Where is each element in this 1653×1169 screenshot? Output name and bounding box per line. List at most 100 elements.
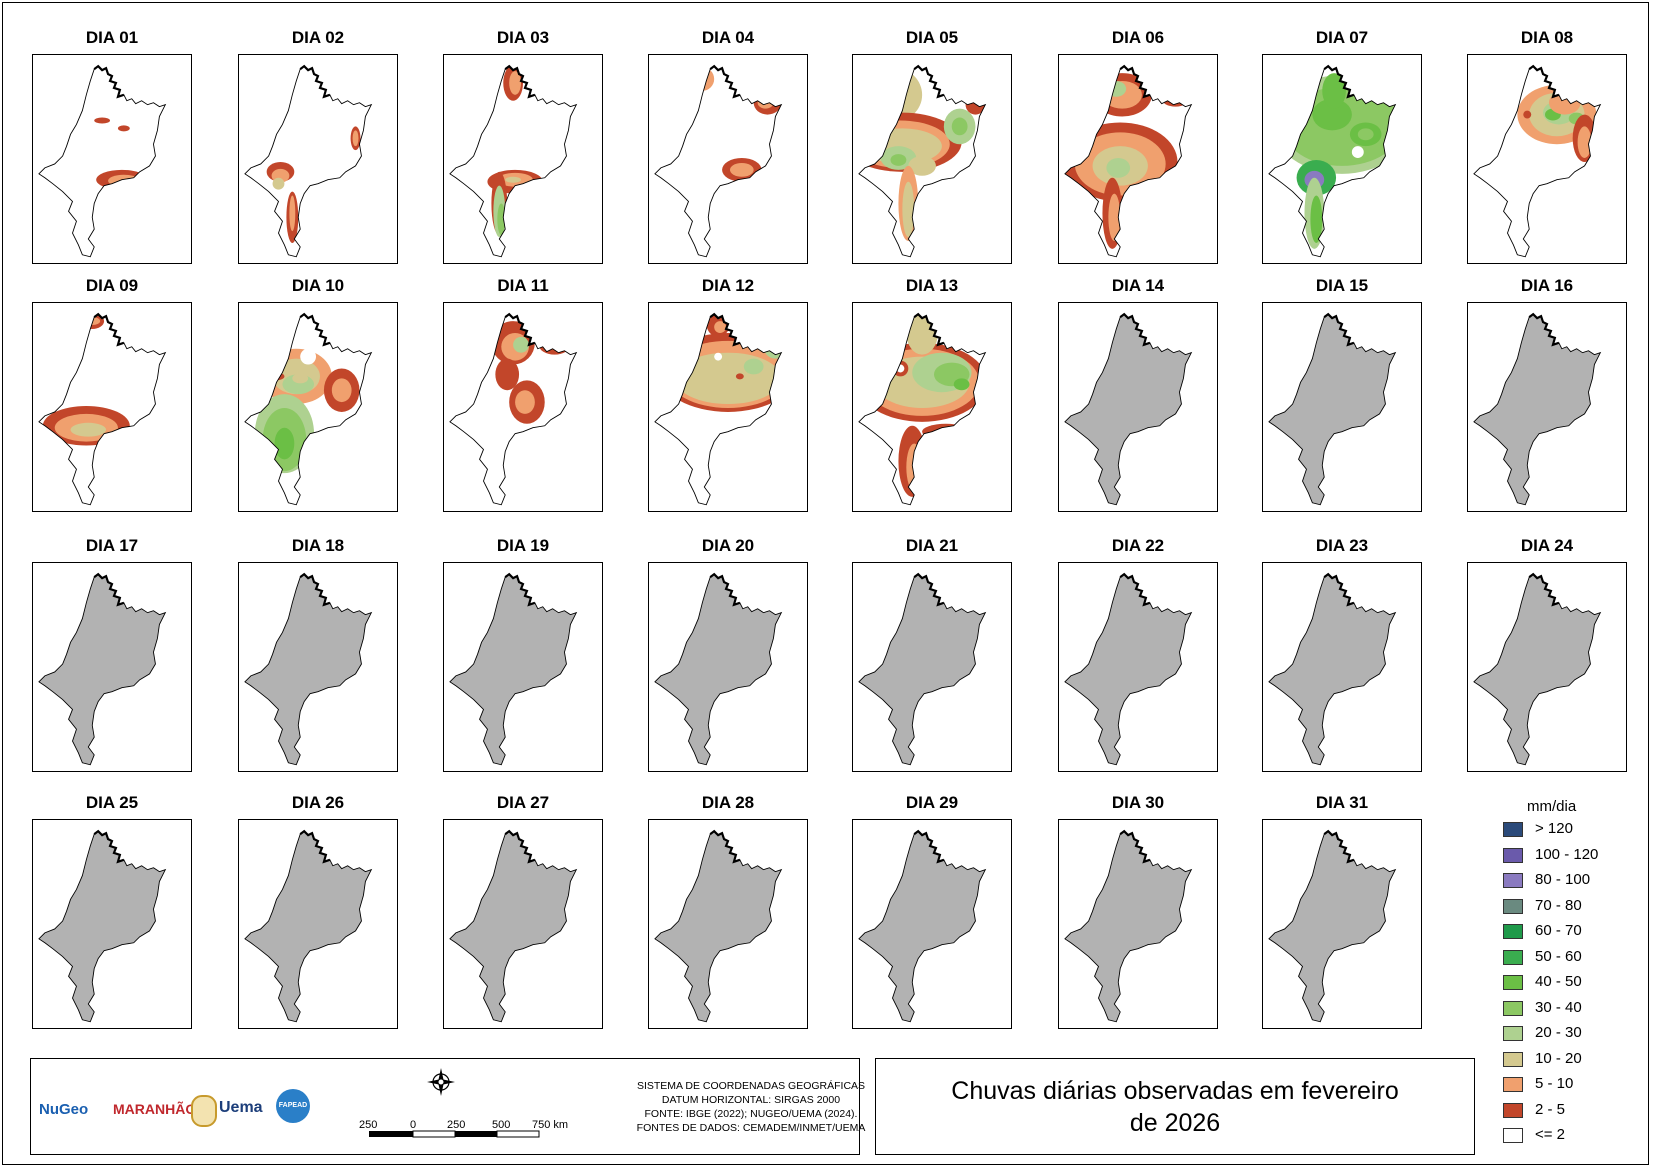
panel-title: DIA 25 [85, 793, 139, 812]
panel-title: DIA 09 [85, 276, 139, 295]
state-map [1473, 64, 1602, 258]
panel-title: DIA 12 [701, 276, 755, 295]
seal-logo [191, 1095, 217, 1127]
daily-rain-map [1058, 302, 1218, 512]
coastline [299, 312, 331, 347]
legend-label: 50 - 60 [1535, 947, 1582, 965]
panel-title: DIA 19 [496, 536, 550, 555]
legend-label: 80 - 100 [1535, 871, 1591, 888]
daily-rain-map [238, 302, 398, 512]
scale-label-1: 0 [410, 1119, 417, 1131]
panel-title: DIA 20 [701, 536, 755, 555]
rain-zone [1322, 73, 1346, 109]
state-map [38, 572, 167, 766]
daily-rain-map [852, 819, 1012, 1029]
state-map [244, 572, 373, 766]
crs-line: DATUM HORIZONTAL: SIRGAS 2000 [661, 1094, 841, 1106]
panel-title: DIA 30 [1111, 793, 1165, 812]
rain-zone [690, 67, 715, 91]
legend-label: 30 - 40 [1535, 998, 1582, 1016]
state-map [1064, 312, 1193, 506]
coastline [1323, 64, 1355, 99]
rain-zone [743, 358, 764, 375]
rain-zone [714, 352, 723, 361]
rain-zone [922, 423, 970, 440]
legend-swatch [1503, 1000, 1523, 1016]
state-map [1064, 64, 1193, 258]
rain-zone [1357, 128, 1374, 141]
daily-rain-map [238, 54, 398, 264]
coastline [913, 312, 945, 347]
rain-zone [331, 378, 352, 403]
state-map [654, 572, 783, 766]
rain-zone [714, 321, 727, 333]
legend-label: 40 - 50 [1535, 973, 1582, 990]
coastline [1323, 312, 1355, 347]
coastline [913, 572, 945, 607]
title-box: Chuvas diárias observadas em fevereiro d… [875, 1058, 1475, 1155]
state-map [1268, 64, 1397, 258]
coastline [709, 572, 741, 607]
rain-zone [951, 117, 968, 136]
state-map [449, 829, 578, 1023]
coastline [1528, 64, 1560, 99]
rain-zone [735, 373, 744, 380]
coastline [913, 829, 945, 864]
state-map [1268, 572, 1397, 766]
panel-title: DIA 29 [905, 793, 959, 812]
panel-title: DIA 05 [905, 28, 959, 47]
state-map [654, 829, 783, 1023]
legend-label: > 120 [1535, 820, 1573, 837]
state-area [858, 831, 986, 1022]
rain-zone [1106, 80, 1127, 97]
state-map [38, 64, 167, 258]
panel-title: DIA 28 [701, 793, 755, 812]
crs-line: FONTE: IBGE (2022); NUGEO/UEMA (2024). [644, 1108, 858, 1120]
coastline [504, 572, 536, 607]
legend-swatch [1503, 873, 1523, 888]
rain-zone [694, 68, 703, 79]
panel-title: DIA 17 [85, 536, 139, 555]
scale-bar [369, 1127, 540, 1138]
scale-label-4: 750 km [532, 1119, 569, 1131]
daily-rain-map [1262, 302, 1422, 512]
scale-label-0: 250 [359, 1119, 378, 1131]
state-area [244, 574, 372, 765]
state-map [858, 829, 987, 1023]
coastline [299, 829, 331, 864]
state-area [449, 574, 577, 765]
daily-rain-map [1262, 819, 1422, 1029]
daily-rain-map [648, 54, 808, 264]
legend-label: <= 2 [1535, 1126, 1566, 1143]
panel-title: DIA 08 [1520, 28, 1574, 47]
coastline [709, 829, 741, 864]
rain-zone [300, 348, 317, 365]
daily-rain-map [443, 302, 603, 512]
legend-swatch [1503, 847, 1523, 863]
crs-line: FONTES DE DADOS: CEMADEM/INMET/UEMA [636, 1122, 866, 1134]
state-map [38, 312, 167, 506]
state-map [244, 829, 373, 1023]
state-area [449, 66, 577, 257]
panel-title: DIA 27 [496, 793, 550, 812]
legend-swatch [1503, 1128, 1523, 1143]
state-area [244, 831, 372, 1022]
rain-zone [497, 203, 506, 236]
legend-swatch [1503, 949, 1523, 965]
state-map [1268, 312, 1397, 506]
map-title: Chuvas diárias observadas em fevereiro d… [951, 1076, 1399, 1137]
rain-zone [515, 390, 535, 414]
info-box: NuGeo MARANHÃO Uema FAPEAD 250 0 250 500… [30, 1058, 865, 1155]
rain-zone [70, 422, 107, 437]
legend-label: 2 - 5 [1535, 1100, 1566, 1118]
rain-zone [117, 125, 130, 132]
panel-title: DIA 16 [1520, 276, 1574, 295]
daily-rain-map [238, 562, 398, 772]
crs-notes: SISTEMA DE COORDENADAS GEOGRÁFICAS DATUM… [631, 1079, 871, 1135]
daily-rain-map [443, 819, 603, 1029]
state-area [38, 66, 166, 257]
rain-zone [953, 378, 970, 391]
crs-line: SISTEMA DE COORDENADAS GEOGRÁFICAS [636, 1080, 866, 1092]
state-area [654, 66, 782, 257]
panel-title: DIA 31 [1315, 793, 1369, 812]
